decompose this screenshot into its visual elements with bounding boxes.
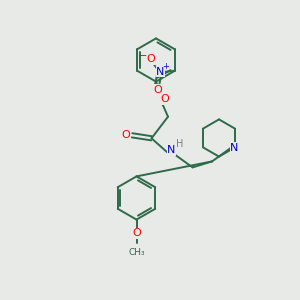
Text: N: N — [230, 143, 239, 153]
Text: N: N — [167, 145, 176, 155]
Text: O: O — [132, 228, 141, 238]
Text: H: H — [176, 139, 183, 149]
Text: −: − — [138, 50, 148, 61]
Text: CH₃: CH₃ — [128, 248, 145, 257]
Text: O: O — [122, 130, 130, 140]
Text: O: O — [160, 94, 169, 104]
Text: +: + — [162, 62, 169, 71]
Text: O: O — [153, 85, 162, 95]
Text: N: N — [156, 67, 164, 77]
Text: O: O — [146, 54, 155, 64]
